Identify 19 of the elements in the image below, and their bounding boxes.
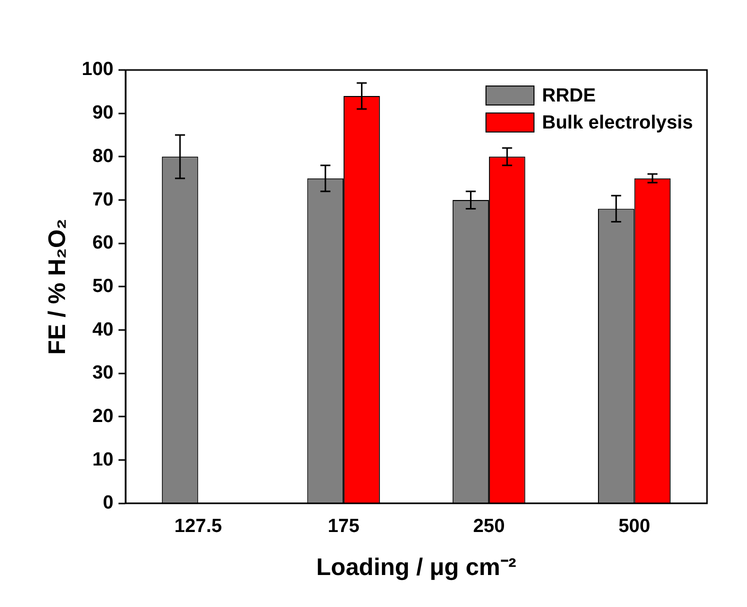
y-tick-label: 60 xyxy=(92,232,114,254)
x-tick-label: 250 xyxy=(473,516,505,538)
x-tick-label: 500 xyxy=(618,516,650,538)
y-axis-title: FE / % H₂O₂ xyxy=(44,218,72,355)
y-tick-label: 100 xyxy=(82,59,114,80)
y-tick-label: 90 xyxy=(92,102,114,124)
x-axis-title: Loading / μg cm⁻² xyxy=(316,554,516,582)
y-tick-label: 20 xyxy=(92,406,114,427)
x-tick-label: 175 xyxy=(328,516,360,538)
y-tick-label: 0 xyxy=(102,492,114,514)
y-tick-label: 80 xyxy=(92,146,114,167)
y-tick-label: 10 xyxy=(92,449,114,470)
x-tick-label: 127.5 xyxy=(174,516,222,538)
legend-label: Bulk electrolysis xyxy=(542,112,694,134)
y-tick-label: 30 xyxy=(92,362,114,384)
y-tick-label: 70 xyxy=(92,189,114,210)
y-tick-label: 40 xyxy=(92,319,114,340)
legend-label: RRDE xyxy=(542,86,596,107)
y-tick-label: 50 xyxy=(92,276,114,297)
